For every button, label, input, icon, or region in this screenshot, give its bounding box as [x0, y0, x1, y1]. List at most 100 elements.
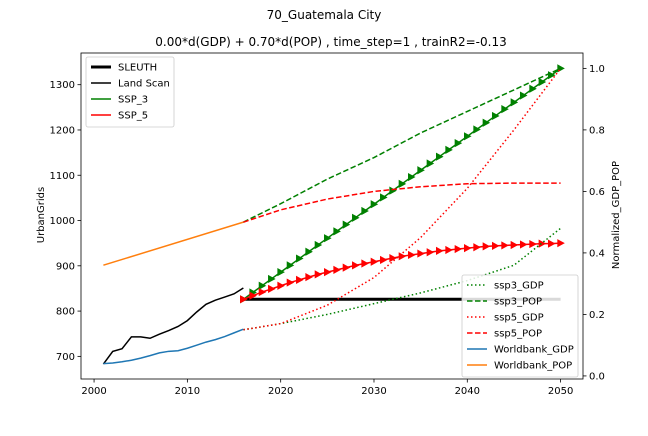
x-tick-label: 2030	[361, 386, 386, 397]
series-marker-ssp-5	[473, 243, 481, 252]
series-marker-ssp-3	[538, 77, 547, 87]
series-marker-ssp-5	[324, 268, 332, 277]
series-marker-ssp-5	[286, 278, 295, 287]
legend-label-ssp3-pop: ssp3_POP	[494, 297, 542, 308]
right-y-tick-label: 0.6	[589, 187, 605, 198]
series-marker-ssp-3	[361, 206, 369, 216]
series-marker-ssp-3	[305, 247, 313, 256]
series-marker-ssp-3	[296, 254, 304, 263]
right-y-tick-label: 1.0	[589, 64, 605, 75]
legend-label-worldbank-gdp: Worldbank_GDP	[494, 345, 574, 356]
x-tick-label: 2040	[455, 386, 480, 397]
series-marker-ssp-3	[445, 145, 453, 154]
series-marker-ssp-5	[408, 250, 416, 260]
series-marker-ssp-3	[426, 159, 435, 168]
left-y-tick-label: 700	[56, 352, 75, 363]
series-marker-ssp-5	[529, 239, 537, 249]
left-y-tick-label: 1000	[50, 216, 75, 227]
series-marker-ssp-3	[482, 118, 491, 127]
right-y-tick-label: 0.0	[589, 371, 605, 382]
series-marker-ssp-5	[491, 241, 500, 250]
series-marker-ssp-5	[547, 239, 556, 248]
series-marker-ssp-3	[342, 220, 351, 229]
series-line-ssp5-pop	[243, 182, 561, 223]
series-line-ssp3-pop	[243, 67, 561, 223]
chart-title: 70_Guatemala City	[267, 8, 382, 22]
series-marker-ssp-3	[333, 227, 341, 236]
series-marker-ssp-3	[454, 138, 463, 148]
series-marker-ssp-3	[501, 105, 509, 114]
series-marker-ssp-5	[463, 244, 472, 253]
right-y-tick-label: 0.8	[589, 125, 605, 136]
series-marker-ssp-3	[352, 213, 360, 222]
series-marker-ssp-5	[370, 257, 379, 266]
series-marker-ssp-3	[408, 172, 416, 182]
series-marker-ssp-5	[482, 242, 491, 251]
series-marker-ssp-3	[510, 98, 519, 107]
series-marker-ssp-3	[435, 152, 444, 161]
left-y-tick-label: 1100	[50, 171, 75, 182]
legend-box	[85, 56, 175, 128]
series-marker-ssp-5	[352, 261, 360, 270]
left-y-tick-label: 1200	[50, 125, 75, 136]
series-marker-ssp-5	[361, 259, 369, 268]
chart-subtitle: 0.00*d(GDP) + 0.70*d(POP) , time_step=1 …	[155, 35, 506, 49]
left-y-tick-label: 900	[56, 261, 75, 272]
series-marker-ssp-3	[277, 268, 285, 277]
series-marker-ssp-5	[398, 252, 407, 261]
series-marker-ssp-5	[268, 284, 276, 294]
left-y-tick-label: 800	[56, 307, 75, 318]
series-marker-ssp-5	[296, 275, 304, 284]
series-marker-ssp-5	[305, 273, 313, 282]
series-marker-ssp-3	[258, 281, 267, 290]
series-marker-ssp-3	[380, 193, 388, 202]
series-marker-ssp-5	[277, 281, 285, 290]
plot-area	[102, 64, 565, 365]
series-marker-ssp-5	[380, 255, 388, 265]
x-tick-label: 2050	[548, 386, 573, 397]
series-marker-ssp-3	[370, 200, 379, 209]
right-y-tick-label: 0.2	[589, 310, 605, 321]
series-line-ssp3-gdp	[243, 227, 562, 331]
series-marker-ssp-3	[314, 240, 323, 250]
series-line-ssp5-gdp	[243, 67, 562, 331]
legend-label-sleuth: SLEUTH	[118, 63, 157, 74]
axes: 2000 2010 2020 2030 2040 2050 700 800 900 1000 110…	[50, 52, 605, 397]
series-marker-ssp-5	[249, 291, 257, 300]
legend-label-ssp-5: SSP_5	[118, 111, 148, 122]
series-marker-ssp-5	[557, 239, 565, 248]
series-marker-ssp-3	[519, 91, 528, 100]
plot-frame	[80, 52, 584, 380]
x-tick-label: 2020	[268, 386, 293, 397]
series-marker-ssp-3	[473, 125, 481, 134]
series-marker-ssp-5	[333, 265, 341, 274]
series-marker-ssp-3	[463, 132, 472, 141]
series-marker-ssp-5	[389, 254, 397, 263]
right-axis-title: Normalized_GDP_POP	[611, 161, 622, 269]
series-marker-ssp-3	[529, 84, 537, 93]
series-marker-ssp-5	[258, 287, 267, 297]
series-marker-ssp-3	[417, 166, 425, 175]
legend-right: ssp3_GDP ssp3_POP ssp5_GDP ssp5_POP Worldban…	[461, 274, 579, 378]
series-marker-ssp-5	[501, 241, 509, 250]
series-marker-ssp-5	[314, 270, 323, 279]
series-marker-ssp-5	[435, 246, 444, 255]
legend-label-worldbank-pop: Worldbank_POP	[494, 361, 572, 372]
series-marker-ssp-5	[417, 249, 425, 258]
series-marker-ssp-3	[286, 261, 295, 270]
series-line-land-scan	[102, 287, 244, 365]
legend-box	[461, 274, 579, 378]
series-marker-ssp-5	[240, 295, 248, 304]
left-axis-title: UrbanGrids	[36, 187, 47, 243]
legend-label-ssp-3: SSP_3	[118, 95, 148, 106]
legend-label-ssp3-gdp: ssp3_GDP	[494, 281, 544, 292]
series-marker-ssp-5	[510, 240, 519, 250]
legend-label-ssp5-gdp: ssp5_GDP	[494, 313, 544, 324]
series-marker-ssp-5	[454, 244, 463, 254]
series-marker-ssp-3	[268, 274, 276, 284]
legend-label-land-scan: Land Scan	[118, 79, 170, 90]
right-y-tick-label: 0.4	[589, 248, 605, 259]
series-line-worldbank-gdp	[103, 328, 244, 365]
series-marker-ssp-3	[398, 179, 407, 188]
